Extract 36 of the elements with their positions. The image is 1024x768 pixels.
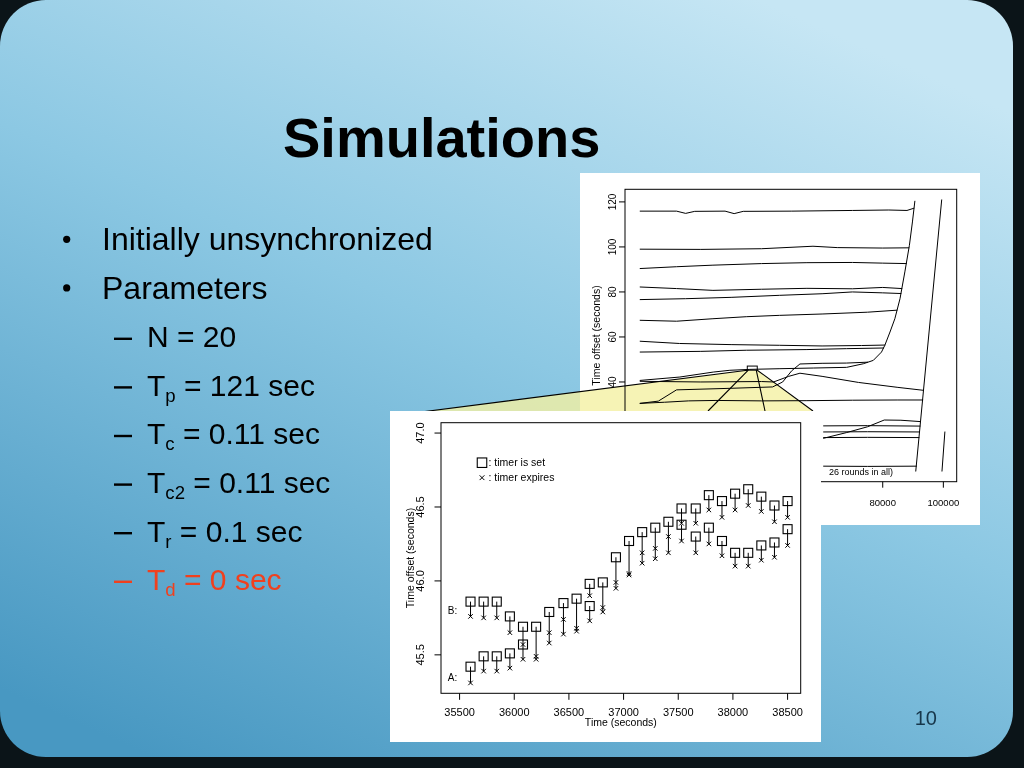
text: N = 20 [147, 320, 237, 354]
x-tick-label: 38000 [717, 706, 749, 718]
x-tick-label: 35500 [444, 706, 475, 718]
x-tick-label: 37500 [662, 706, 694, 718]
y-axis-title: Time offset (seconds) [403, 507, 416, 609]
text: Simulations [283, 106, 601, 169]
x-tick-label: 80000 [869, 497, 896, 508]
text: Parameters [102, 269, 268, 306]
y-axis-title: Time offset (seconds) [590, 285, 602, 386]
y-tick-label: 60 [607, 330, 619, 343]
x-tick-label: 100000 [927, 497, 960, 508]
x-axis-title: Time (seconds) [584, 716, 657, 728]
y-tick-label: 46.0 [414, 570, 427, 592]
x-tick-label: 38500 [772, 706, 803, 718]
text: T$_{c}$ = 0.11 sec [147, 417, 320, 455]
y-tick-label: 40 [607, 375, 619, 388]
annotation: A: [447, 671, 458, 683]
annotation: 26 rounds in all) [828, 466, 893, 477]
text: T$_{d}$ = 0 sec [147, 563, 282, 601]
annotation: B: [447, 605, 458, 616]
text: T$_{c2}$ = 0.11 sec [147, 466, 331, 503]
text: Initially unsynchronized [102, 221, 433, 257]
y-tick-label: 46.5 [414, 496, 427, 518]
legend-label: : timer is set [488, 456, 546, 469]
y-tick-label: 100 [607, 238, 619, 256]
text: T$_{r}$ = 0.1 sec [147, 514, 303, 552]
x-tick-label: 37000 [608, 706, 639, 718]
text: T$_{p}$ = 121 sec [147, 368, 315, 406]
text: 10 [914, 707, 937, 729]
y-tick-label: 80 [607, 285, 619, 298]
legend-label: : timer expires [488, 471, 555, 484]
x-tick-label: 36500 [553, 706, 585, 718]
y-tick-label: 45.5 [414, 644, 427, 666]
x-tick-label: 36000 [498, 706, 530, 718]
y-tick-label: 47.0 [414, 422, 427, 444]
y-tick-label: 120 [607, 193, 619, 211]
